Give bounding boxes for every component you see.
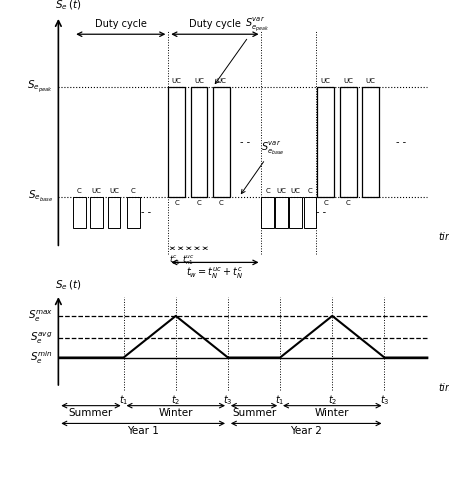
Text: UC: UC <box>343 78 353 84</box>
Text: C: C <box>323 200 328 206</box>
Text: Year 1: Year 1 <box>127 426 159 436</box>
Text: UC: UC <box>216 78 226 84</box>
Text: Duty cycle: Duty cycle <box>95 19 147 29</box>
Bar <box>73 197 86 228</box>
Bar <box>275 197 287 228</box>
Text: UC: UC <box>92 188 101 194</box>
Text: $S_e^{min}$: $S_e^{min}$ <box>30 349 53 366</box>
Text: $S^{var}_{e_{peak}}$: $S^{var}_{e_{peak}}$ <box>215 16 269 84</box>
Text: $S_e\,(t)$: $S_e\,(t)$ <box>55 279 81 292</box>
Bar <box>290 197 302 228</box>
Text: $t_3$: $t_3$ <box>223 393 233 407</box>
Text: - -: - - <box>240 137 250 147</box>
Bar <box>168 86 185 197</box>
Bar <box>340 86 357 197</box>
Text: C: C <box>131 188 136 194</box>
Bar <box>90 197 103 228</box>
Text: C: C <box>77 188 82 194</box>
Text: C: C <box>265 188 270 194</box>
Text: $t_w = t_N^{uc} + t_N^c$: $t_w = t_N^{uc} + t_N^c$ <box>186 266 243 281</box>
Text: time, $t$: time, $t$ <box>439 380 449 394</box>
Bar <box>261 197 274 228</box>
Text: UC: UC <box>277 188 286 194</box>
Bar <box>317 86 334 197</box>
Text: UC: UC <box>291 188 300 194</box>
Text: Duty cycle: Duty cycle <box>189 19 241 29</box>
Text: $S_e\,(t)$: $S_e\,(t)$ <box>55 0 81 12</box>
Bar <box>128 197 140 228</box>
Text: C: C <box>174 200 179 206</box>
Text: time, $t$: time, $t$ <box>439 230 449 242</box>
Text: $t^{uc}_{n1}$: $t^{uc}_{n1}$ <box>182 254 195 267</box>
Text: $S_e^{max}$: $S_e^{max}$ <box>27 308 53 324</box>
Text: UC: UC <box>365 78 375 84</box>
Text: Winter: Winter <box>315 408 349 418</box>
Text: Year 2: Year 2 <box>290 426 322 436</box>
Text: UC: UC <box>194 78 204 84</box>
Text: $t_2$: $t_2$ <box>171 393 180 407</box>
Text: - -: - - <box>141 208 151 218</box>
Text: $t_1$: $t_1$ <box>119 393 128 407</box>
Text: C: C <box>346 200 351 206</box>
Text: C: C <box>308 188 312 194</box>
Text: $S_e^{avg}$: $S_e^{avg}$ <box>31 331 53 346</box>
Text: Summer: Summer <box>69 408 113 418</box>
Text: $S_{e_{base}}$: $S_{e_{base}}$ <box>28 189 53 204</box>
Text: UC: UC <box>109 188 119 194</box>
Text: UC: UC <box>172 78 182 84</box>
Text: - -: - - <box>316 208 326 218</box>
Text: Summer: Summer <box>232 408 276 418</box>
Text: C: C <box>197 200 202 206</box>
Bar <box>304 197 316 228</box>
Text: $t_2$: $t_2$ <box>328 393 337 407</box>
Bar <box>108 197 120 228</box>
Bar <box>362 86 379 197</box>
Text: $t^c_{n1}$: $t^c_{n1}$ <box>169 254 181 267</box>
Text: UC: UC <box>321 78 331 84</box>
Text: - -: - - <box>396 137 406 147</box>
Text: C: C <box>219 200 224 206</box>
Text: $S^{var}_{e_{base}}$: $S^{var}_{e_{base}}$ <box>241 139 285 194</box>
Bar <box>213 86 230 197</box>
Bar <box>191 86 207 197</box>
Text: $S_{e_{peak}}$: $S_{e_{peak}}$ <box>27 78 53 95</box>
Text: $t_1$: $t_1$ <box>275 393 285 407</box>
Text: $t_3$: $t_3$ <box>380 393 389 407</box>
Text: Winter: Winter <box>158 408 193 418</box>
